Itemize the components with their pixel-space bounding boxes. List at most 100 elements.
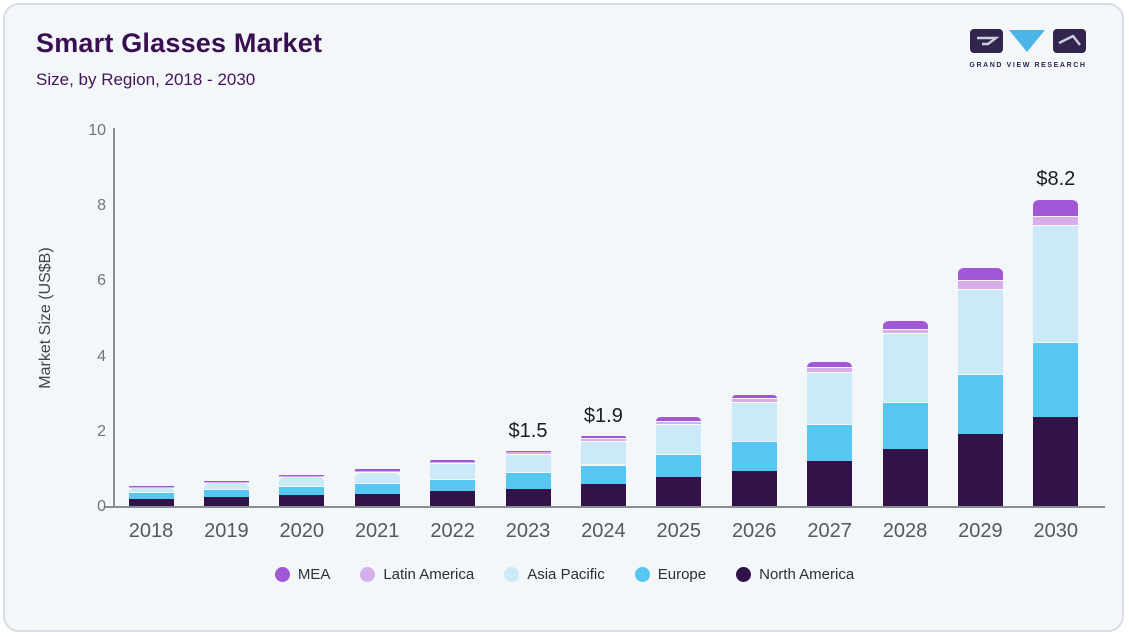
y-axis-label: Market Size (US$B) bbox=[37, 247, 54, 389]
bar-segment-mea bbox=[505, 450, 551, 453]
legend-dot-icon bbox=[274, 567, 290, 582]
y-zero-tick bbox=[105, 506, 113, 508]
legend-dot-icon bbox=[634, 567, 650, 582]
gvr-logo-mark bbox=[970, 29, 1086, 53]
bar-segment-mea bbox=[957, 267, 1003, 280]
bar-segment-europe bbox=[731, 441, 777, 471]
bar-value-label: $1.5 bbox=[508, 419, 548, 442]
x-tick-label: 2022 bbox=[430, 520, 475, 542]
logo-g-glyph bbox=[977, 36, 1000, 46]
bar-segment-latin-america bbox=[354, 470, 400, 472]
bar-segment-asia-pacific bbox=[203, 482, 249, 489]
x-tick-label: 2025 bbox=[656, 520, 702, 542]
bar-segment-north-america bbox=[580, 484, 626, 507]
bar-segment-north-america bbox=[882, 448, 928, 507]
bar-segment-mea bbox=[580, 435, 626, 439]
y-tick-label: 4 bbox=[97, 347, 106, 365]
bar-segment-latin-america bbox=[505, 452, 551, 454]
bar-segment-north-america bbox=[731, 470, 777, 507]
bar-segment-europe bbox=[279, 486, 325, 496]
bar-segment-mea bbox=[807, 361, 853, 368]
bar-segment-north-america bbox=[505, 488, 551, 507]
bar-segment-mea bbox=[882, 320, 928, 329]
bar-segment-mea bbox=[731, 394, 777, 398]
bar-segment-latin-america bbox=[731, 397, 777, 402]
bar-segment-asia-pacific bbox=[882, 333, 928, 402]
x-tick-label: 2023 bbox=[505, 520, 551, 542]
legend-dot-icon bbox=[360, 567, 376, 582]
bar-segment-europe bbox=[656, 454, 702, 477]
bar-segment-europe bbox=[807, 423, 853, 462]
bar-segment-latin-america bbox=[430, 461, 476, 463]
x-tick-label: 2019 bbox=[204, 520, 249, 542]
bar-segment-europe bbox=[957, 373, 1003, 435]
bar-segment-latin-america bbox=[807, 367, 853, 372]
y-tick-label: 10 bbox=[88, 122, 106, 139]
bar-value-label: $1.9 bbox=[583, 404, 623, 427]
logo-square-left bbox=[970, 29, 1003, 53]
bar-segment-europe bbox=[580, 464, 626, 485]
page-title: Smart Glasses Market bbox=[36, 28, 323, 58]
legend-label: North America bbox=[759, 566, 855, 583]
logo-text: GRAND VIEW RESEARCH bbox=[969, 62, 1087, 69]
legend-label: MEA bbox=[297, 566, 331, 583]
bar-segment-asia-pacific bbox=[957, 288, 1003, 374]
bar-segment-asia-pacific bbox=[731, 401, 777, 442]
x-tick-label: 2020 bbox=[279, 520, 325, 542]
bar-segment-north-america bbox=[957, 434, 1003, 507]
bar-segment-north-america bbox=[656, 476, 702, 507]
x-axis-line bbox=[113, 506, 1105, 508]
bar-segment-latin-america bbox=[656, 420, 702, 424]
x-tick-label: 2029 bbox=[958, 520, 1003, 542]
bar-segment-europe bbox=[505, 471, 551, 489]
bar-segment-north-america bbox=[430, 491, 476, 507]
bar-segment-europe bbox=[128, 492, 174, 499]
gvr-logo: GRAND VIEW RESEARCH bbox=[969, 28, 1087, 69]
bar-segment-asia-pacific bbox=[1033, 225, 1079, 342]
bar-segment-europe bbox=[354, 483, 400, 494]
y-tick-label: 8 bbox=[97, 197, 106, 215]
legend-item-latin-america: Latin America bbox=[360, 566, 474, 583]
y-tick-label: 0 bbox=[97, 498, 106, 515]
legend-label: Asia Pacific bbox=[527, 566, 605, 583]
bar-segment-mea bbox=[354, 469, 400, 471]
bar-segment-latin-america bbox=[580, 438, 626, 442]
bar-segment-asia-pacific bbox=[580, 441, 626, 465]
logo-square-right bbox=[1053, 29, 1086, 53]
x-tick-label: 2018 bbox=[128, 520, 174, 542]
x-tick-label: 2027 bbox=[807, 520, 852, 542]
bar-segment-asia-pacific bbox=[807, 371, 853, 424]
bar-segment-mea bbox=[1033, 198, 1079, 216]
bar-segment-north-america bbox=[807, 461, 853, 507]
y-tick-label: 2 bbox=[97, 422, 106, 440]
x-tick-label: 2026 bbox=[731, 520, 777, 542]
legend: MEA Latin America Asia Pacific Europe North … bbox=[0, 566, 1129, 583]
x-tick-label: 2030 bbox=[1033, 520, 1079, 542]
logo-triangle-icon bbox=[1009, 30, 1045, 52]
legend-label: Europe bbox=[657, 566, 707, 583]
bar-segment-latin-america bbox=[1033, 215, 1079, 225]
legend-item-mea: MEA bbox=[274, 566, 331, 583]
bar-segment-north-america bbox=[354, 493, 400, 507]
bar-segment-north-america bbox=[1033, 416, 1079, 507]
x-tick-label: 2028 bbox=[882, 520, 928, 542]
bar-segment-latin-america bbox=[882, 328, 928, 334]
legend-label: Latin America bbox=[383, 566, 475, 583]
logo-r-glyph bbox=[1058, 34, 1081, 46]
bar-segment-europe bbox=[430, 478, 476, 492]
y-axis-line bbox=[113, 128, 115, 508]
bar-segment-mea bbox=[430, 460, 476, 462]
bar-segment-north-america bbox=[128, 498, 174, 507]
bar-segment-asia-pacific bbox=[505, 453, 551, 472]
bar-segment-asia-pacific bbox=[279, 476, 325, 487]
bar-segment-north-america bbox=[279, 495, 325, 507]
y-tick-label: 6 bbox=[97, 272, 106, 290]
x-tick-label: 2021 bbox=[354, 520, 400, 542]
legend-item-asia-pacific: Asia Pacific bbox=[504, 566, 605, 583]
bar-segment-europe bbox=[882, 401, 928, 449]
bar-segment-north-america bbox=[203, 496, 249, 507]
bar-segment-europe bbox=[1033, 341, 1079, 417]
chart-card bbox=[3, 3, 1124, 632]
legend-item-europe: Europe bbox=[634, 566, 707, 583]
